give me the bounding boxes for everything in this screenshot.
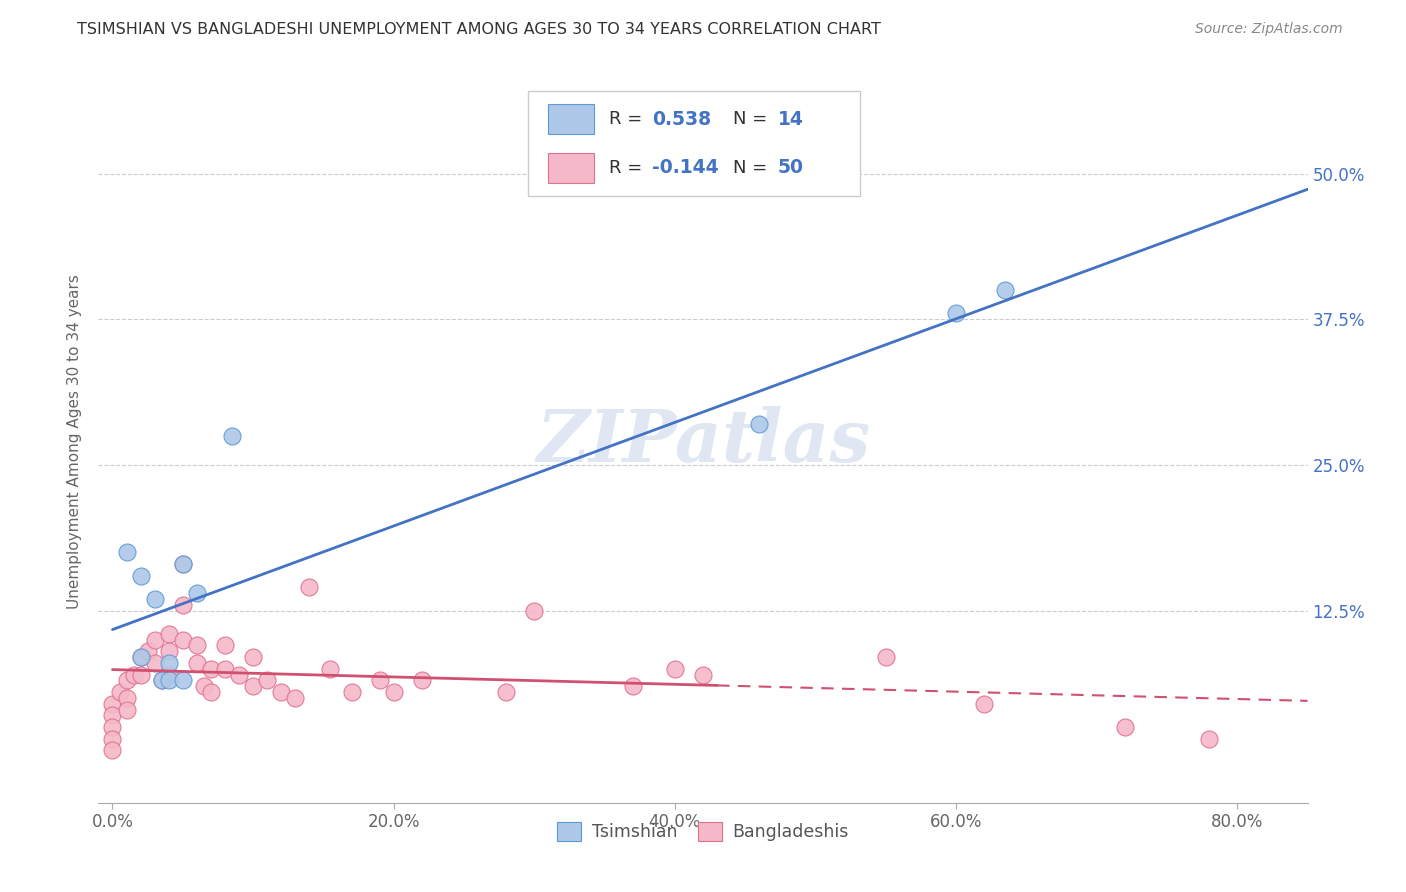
Text: 50: 50 — [778, 159, 804, 178]
Point — [172, 673, 194, 688]
Point — [994, 283, 1017, 297]
Text: TSIMSHIAN VS BANGLADESHI UNEMPLOYMENT AMONG AGES 30 TO 34 YEARS CORRELATION CHAR: TSIMSHIAN VS BANGLADESHI UNEMPLOYMENT AM… — [77, 22, 882, 37]
Point — [242, 650, 264, 665]
Point — [115, 545, 138, 559]
Point — [150, 673, 173, 688]
Point — [748, 417, 770, 431]
Point — [193, 679, 215, 693]
Point — [523, 603, 546, 617]
Text: Source: ZipAtlas.com: Source: ZipAtlas.com — [1195, 22, 1343, 37]
Point — [270, 685, 292, 699]
Point — [172, 598, 194, 612]
Point — [150, 673, 173, 688]
Point — [157, 673, 180, 688]
Text: -0.144: -0.144 — [652, 159, 718, 178]
Point — [143, 591, 166, 606]
Point — [692, 667, 714, 681]
Point — [129, 568, 152, 582]
FancyBboxPatch shape — [548, 153, 595, 183]
Text: N =: N = — [734, 110, 768, 128]
Point — [340, 685, 363, 699]
Point — [157, 667, 180, 681]
Point — [186, 656, 208, 670]
Point — [157, 644, 180, 658]
Point — [101, 720, 124, 734]
Point — [101, 697, 124, 711]
Point — [143, 656, 166, 670]
Legend: Tsimshian, Bangladeshis: Tsimshian, Bangladeshis — [550, 815, 856, 848]
Point — [143, 632, 166, 647]
Point — [115, 673, 138, 688]
Point — [115, 690, 138, 705]
Point — [157, 656, 180, 670]
Point — [973, 697, 995, 711]
Point — [129, 650, 152, 665]
Point — [172, 632, 194, 647]
Text: N =: N = — [734, 159, 768, 177]
Point — [228, 667, 250, 681]
Point — [214, 639, 236, 653]
Point — [945, 306, 967, 320]
Point — [186, 586, 208, 600]
Point — [108, 685, 131, 699]
Point — [382, 685, 405, 699]
Y-axis label: Unemployment Among Ages 30 to 34 years: Unemployment Among Ages 30 to 34 years — [67, 274, 83, 609]
Point — [256, 673, 278, 688]
Point — [172, 557, 194, 571]
Point — [368, 673, 391, 688]
Text: 14: 14 — [778, 110, 804, 128]
Point — [101, 743, 124, 757]
Point — [101, 708, 124, 723]
Point — [200, 685, 222, 699]
Point — [298, 580, 321, 594]
Point — [319, 662, 342, 676]
Point — [214, 662, 236, 676]
Point — [101, 731, 124, 746]
Point — [242, 679, 264, 693]
Text: 0.538: 0.538 — [652, 110, 711, 128]
Point — [172, 557, 194, 571]
Point — [129, 667, 152, 681]
Text: R =: R = — [609, 110, 643, 128]
Point — [495, 685, 517, 699]
Text: R =: R = — [609, 159, 643, 177]
Point — [129, 650, 152, 665]
Point — [621, 679, 644, 693]
FancyBboxPatch shape — [548, 104, 595, 135]
Point — [875, 650, 897, 665]
Point — [411, 673, 433, 688]
Point — [664, 662, 686, 676]
Point — [284, 690, 307, 705]
Point — [122, 667, 145, 681]
Point — [115, 702, 138, 716]
Text: ZIPatlas: ZIPatlas — [536, 406, 870, 477]
Point — [221, 428, 243, 442]
Point — [157, 627, 180, 641]
Point — [186, 639, 208, 653]
Point — [1114, 720, 1136, 734]
Point — [1198, 731, 1220, 746]
Point — [136, 644, 159, 658]
FancyBboxPatch shape — [527, 91, 860, 196]
Point — [200, 662, 222, 676]
